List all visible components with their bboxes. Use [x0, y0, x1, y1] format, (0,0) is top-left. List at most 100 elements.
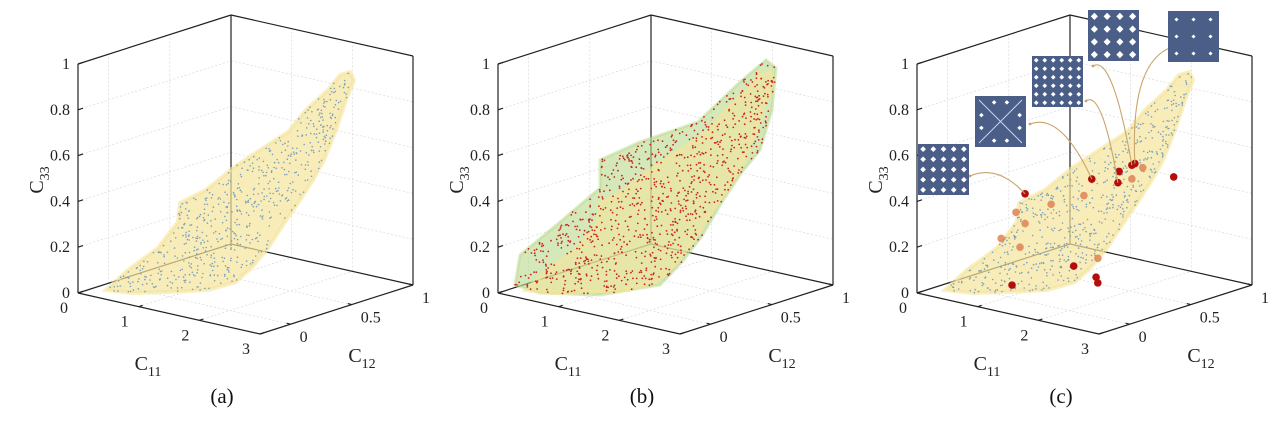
- sample-point: [529, 288, 532, 291]
- sample-point: [773, 81, 776, 83]
- sample-point: [309, 106, 311, 108]
- sample-point: [312, 149, 315, 152]
- sample-point: [184, 233, 187, 236]
- sample-point: [200, 243, 202, 245]
- sample-point: [1039, 209, 1041, 211]
- sample-point: [577, 236, 580, 238]
- sample-point: [635, 203, 638, 205]
- sample-point: [1060, 275, 1062, 277]
- sample-point: [1053, 242, 1056, 245]
- sample-point: [1124, 165, 1127, 167]
- sample-point: [764, 120, 767, 123]
- sample-point: [113, 286, 116, 288]
- y-tick-label: 1: [422, 290, 430, 307]
- sample-point: [1093, 232, 1095, 235]
- sample-point: [203, 208, 206, 210]
- sample-point: [613, 176, 616, 178]
- sample-point: [1112, 206, 1114, 209]
- sample-point: [626, 278, 629, 281]
- sample-point: [745, 155, 748, 158]
- sample-point: [630, 160, 633, 163]
- sample-point: [674, 218, 676, 220]
- z-axis-label: C33: [865, 166, 892, 193]
- x-tick-label: 2: [601, 327, 609, 344]
- highlight-point-dark: [1115, 167, 1123, 176]
- sample-point: [339, 100, 342, 103]
- sample-point: [1013, 234, 1015, 237]
- sample-point: [651, 251, 654, 254]
- sample-point: [667, 195, 670, 198]
- sample-point: [542, 261, 545, 264]
- sample-point: [633, 204, 636, 207]
- structure-hole: [1116, 38, 1124, 46]
- sample-point: [630, 154, 632, 157]
- sample-point: [726, 181, 729, 184]
- sample-point: [1078, 190, 1080, 192]
- sample-point: [637, 190, 639, 193]
- yellow-hull-surface: [521, 69, 777, 296]
- sample-point: [640, 271, 643, 274]
- sample-point: [307, 109, 309, 111]
- structure-hole: [1076, 57, 1082, 63]
- x-tick-label: 3: [242, 341, 250, 358]
- sample-point: [601, 160, 604, 163]
- sample-point: [1015, 231, 1018, 233]
- sample-point: [595, 269, 598, 272]
- sample-point: [1107, 232, 1110, 235]
- sample-point: [304, 164, 307, 166]
- sample-point: [1172, 99, 1175, 101]
- sample-point: [599, 190, 601, 193]
- sample-point: [705, 179, 707, 181]
- sample-point: [1055, 188, 1058, 190]
- sample-point: [749, 93, 752, 95]
- sample-point: [696, 191, 699, 194]
- sample-point: [1019, 272, 1021, 275]
- sample-point: [702, 152, 705, 155]
- sample-point: [533, 271, 535, 273]
- z-axis-label-subscript: 33: [38, 166, 53, 180]
- sample-point: [267, 182, 270, 185]
- z-tick-label: 0.6: [889, 148, 909, 165]
- sample-point: [690, 125, 692, 128]
- sample-point: [1026, 209, 1028, 212]
- sample-point: [576, 247, 578, 250]
- sample-point: [1012, 246, 1014, 248]
- sample-point: [655, 257, 657, 259]
- sample-point: [1144, 137, 1147, 139]
- sample-point: [342, 86, 345, 89]
- sample-point: [1173, 117, 1176, 119]
- sample-point: [629, 204, 631, 207]
- sample-point: [109, 286, 111, 289]
- sample-point: [544, 263, 547, 266]
- sample-point: [622, 157, 625, 160]
- x-axis-label-base: C: [135, 353, 148, 375]
- sample-point: [562, 275, 565, 278]
- sample-point: [318, 161, 321, 163]
- sample-point: [322, 119, 324, 121]
- highlight-point-light: [1047, 200, 1055, 209]
- sample-point: [283, 161, 285, 164]
- sample-point: [516, 283, 518, 286]
- sample-point: [1023, 287, 1025, 289]
- sample-point: [217, 203, 220, 206]
- sample-point: [651, 196, 654, 198]
- sample-point: [1026, 261, 1028, 264]
- sample-point: [731, 144, 733, 147]
- sample-point: [581, 218, 584, 221]
- structure-hole: [1090, 38, 1098, 46]
- sample-point: [220, 238, 222, 241]
- sample-point: [297, 174, 300, 176]
- sample-point: [213, 274, 216, 277]
- sample-point: [623, 241, 625, 243]
- sample-point: [740, 135, 742, 138]
- sample-point: [612, 169, 615, 171]
- sample-point: [1037, 220, 1040, 223]
- sample-point: [251, 203, 253, 206]
- sample-point: [1161, 152, 1163, 154]
- sample-point: [703, 163, 705, 166]
- structure-hole: [1059, 66, 1065, 72]
- sample-point: [567, 224, 570, 227]
- sample-point: [681, 169, 684, 172]
- sample-point: [323, 98, 325, 101]
- sample-point: [650, 187, 653, 190]
